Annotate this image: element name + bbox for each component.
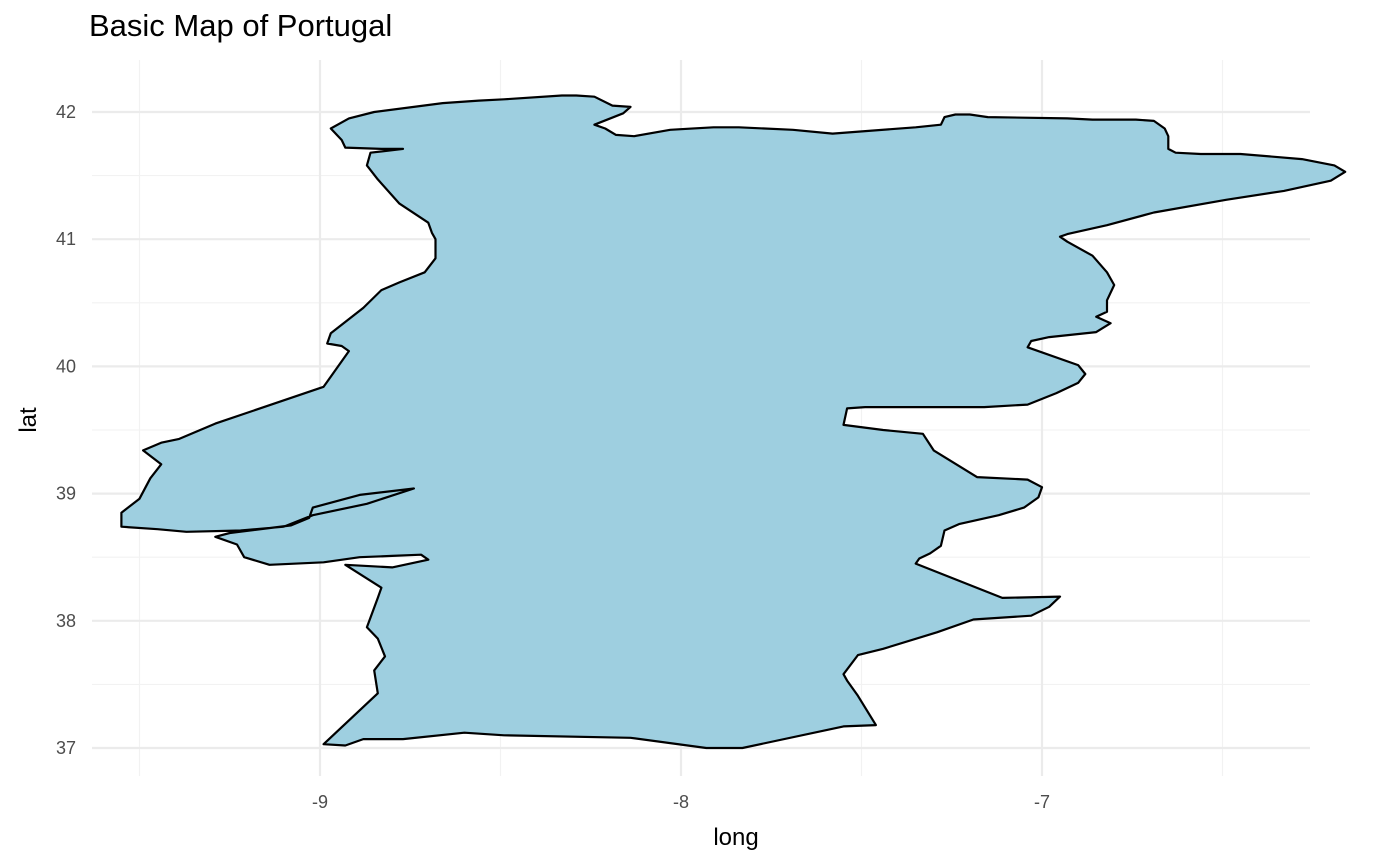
y-tick-label: 40 <box>56 356 76 376</box>
y-tick-label: 41 <box>56 229 76 249</box>
y-tick-label: 37 <box>56 738 76 758</box>
map-region-layer <box>120 94 1347 750</box>
x-tick-label: -9 <box>312 792 328 812</box>
y-tick-label: 42 <box>56 102 76 122</box>
chart-title: Basic Map of Portugal <box>89 8 393 43</box>
y-axis-title: lat <box>15 407 42 433</box>
y-axis-ticks: 37 38 39 40 41 42 <box>56 102 76 758</box>
x-axis-title: long <box>713 824 758 851</box>
x-tick-label: -8 <box>673 792 689 812</box>
y-tick-label: 38 <box>56 611 76 631</box>
x-tick-label: -7 <box>1034 792 1050 812</box>
x-axis-ticks: -9 -8 -7 <box>312 792 1050 812</box>
y-tick-label: 39 <box>56 484 76 504</box>
portugal-region-shape <box>120 94 1347 750</box>
